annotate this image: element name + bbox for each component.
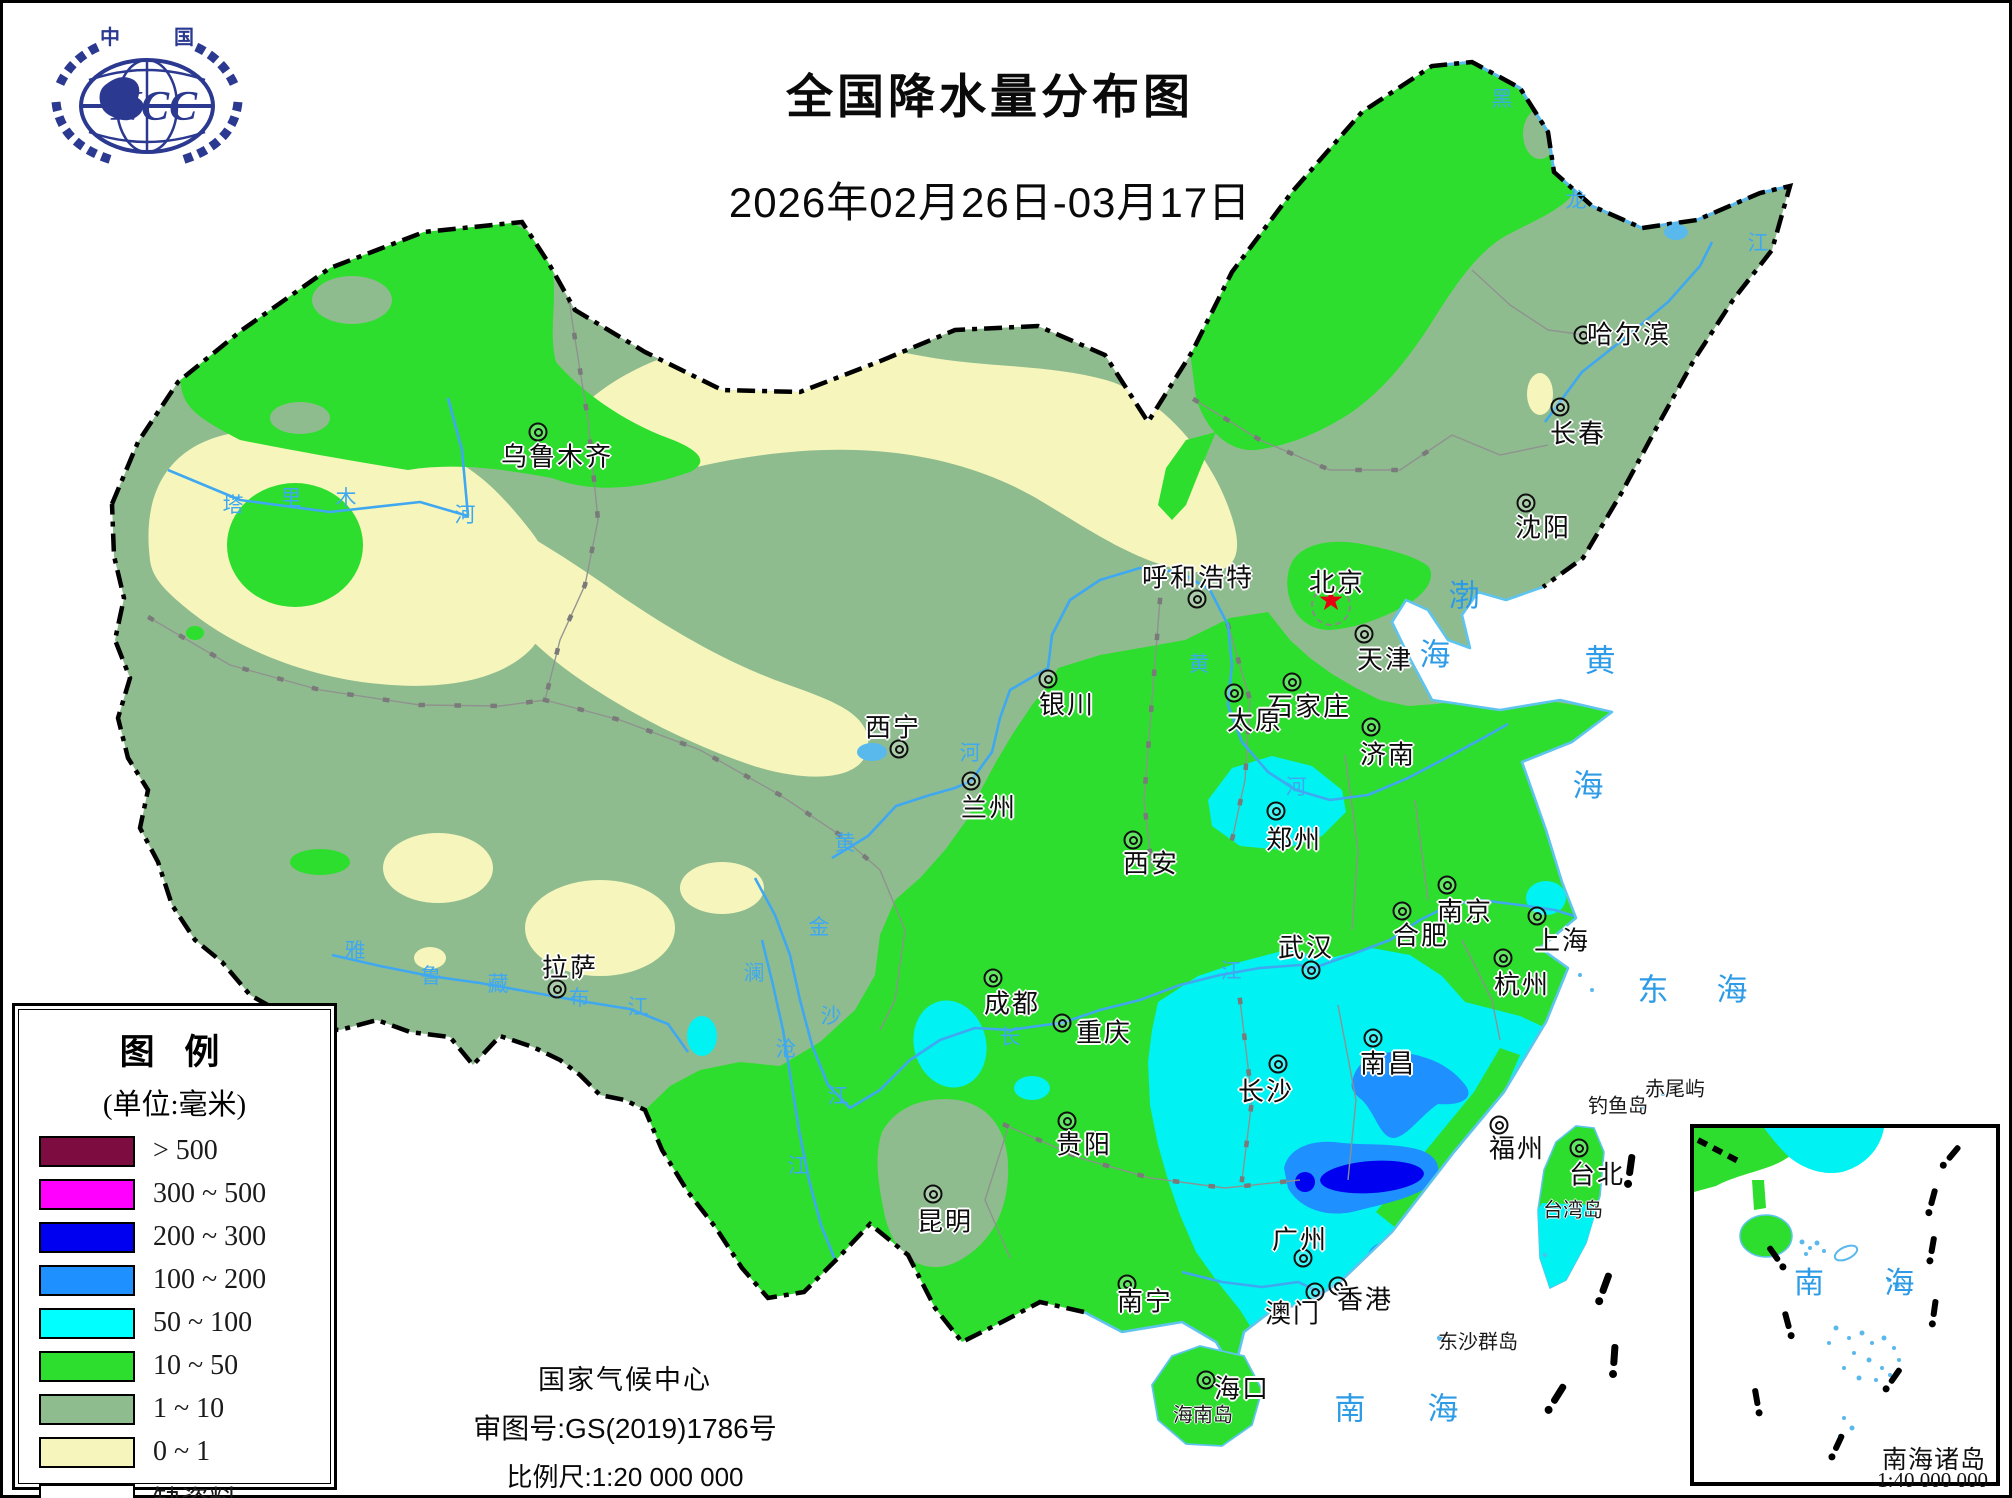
legend-swatch (39, 1135, 135, 1167)
zone-200-300-west (1295, 1172, 1315, 1192)
legend-swatch (39, 1264, 135, 1296)
inset-sea-label: 南 海 (1794, 1267, 1941, 1300)
legend-label: 300 ~ 500 (153, 1178, 267, 1209)
taiwan-island (1537, 1125, 1605, 1290)
patch-greygreen-yunnan (877, 1099, 1009, 1268)
zone-0-1-tibet-a (383, 833, 493, 903)
nine-dash-marks (1544, 1154, 1636, 1414)
islet-dots (1437, 224, 1688, 1341)
inset-islands-label: 南海诸岛 (1881, 1446, 1986, 1474)
patch-greygreen-xinjiang-a (312, 276, 392, 324)
inset-island-dots (1799, 1239, 1901, 1438)
zone-10-50-northeast (1190, 62, 1575, 451)
legend-item: 10 ~ 50 (19, 1350, 330, 1382)
logo-cn-left: 中 (100, 25, 120, 49)
inset-border-bits (1696, 1137, 1742, 1165)
inset-canvas (1694, 1128, 1961, 1461)
legend-item: > 500 (19, 1135, 330, 1167)
footer-approval: 审图号:GS(2019)1786号 (473, 1413, 777, 1444)
legend-box: 图 例 (单位:毫米) > 500 300 ~ 500 200 ~ 300 100 ~… (12, 1003, 337, 1498)
zone-100-200-nanchang (1351, 1052, 1469, 1138)
map-date-range: 2026年02月26日-03月17日 (728, 179, 1252, 226)
zone-10-50-west-ellipse (227, 483, 363, 607)
national-border (109, 59, 1794, 1345)
inset-scale: 1:40 000 000 (1877, 1468, 1988, 1492)
legend-item: 200 ~ 300 (19, 1221, 330, 1253)
legend-item: 1 ~ 10 (19, 1393, 330, 1425)
legend-item: 300 ~ 500 (19, 1178, 330, 1210)
zone-0-1-innermongolia (562, 337, 1238, 573)
legend-swatch (39, 1436, 135, 1468)
legend-swatch (39, 1221, 135, 1253)
legend-label: 50 ~ 100 (153, 1307, 253, 1338)
zone-0-1-sichuan-west (680, 862, 764, 914)
legend-label: 缺资料 (153, 1479, 237, 1498)
legend-inner: 图 例 (单位:毫米) > 500 300 ~ 500 200 ~ 300 100 ~… (18, 1009, 331, 1498)
legend-label: 200 ~ 300 (153, 1221, 267, 1252)
zone-0-1-qaidam (456, 505, 869, 777)
legend-title: 图 例 (119, 1033, 230, 1072)
legend-item: 50 ~ 100 (19, 1307, 330, 1339)
legend-label: 1 ~ 10 (153, 1393, 225, 1424)
legend-item: 缺资料 (19, 1479, 330, 1498)
zone-0-1-changchun (1527, 373, 1553, 415)
yarlung-river (331, 953, 690, 1053)
yangtze-river (753, 877, 1575, 1110)
zone-10-50-beijing (1287, 541, 1432, 630)
province-borders (149, 227, 1586, 1259)
legend-item: 100 ~ 200 (19, 1264, 330, 1296)
inset-atoll (1833, 1244, 1859, 1262)
hainan-island (1151, 1345, 1263, 1447)
inset-hainan (1739, 1214, 1793, 1258)
legend-label: 100 ~ 200 (153, 1264, 267, 1295)
legend-swatch (39, 1350, 135, 1382)
tarim-river (167, 397, 470, 518)
map-title: 全国降水量分布图 (786, 70, 1194, 123)
legend-swatch (39, 1307, 135, 1339)
zone-50-100-south (1148, 948, 1546, 1326)
zone-50-100-tibet (687, 1016, 717, 1056)
zone-10-50-dot-b (290, 849, 350, 875)
legend-item: 0 ~ 1 (19, 1436, 330, 1468)
logo-abbr: NCC (110, 84, 198, 130)
ncc-logo: 中 国 NCC (51, 25, 243, 165)
legend-label: 10 ~ 50 (153, 1350, 239, 1381)
inset-leizhou (1752, 1180, 1766, 1210)
legend-swatch (39, 1483, 135, 1498)
zone-0-1-tibet-b (525, 880, 675, 976)
patch-greygreen-xinjiang-b (270, 402, 330, 434)
logo-cn-right: 国 (174, 27, 194, 49)
songhua-river (1543, 241, 1714, 423)
qinghai-lake (857, 743, 887, 761)
legend-swatch (39, 1393, 135, 1425)
legend-swatch (39, 1178, 135, 1210)
lancang-river (760, 939, 838, 1263)
logo-globe-continent (99, 77, 144, 121)
zone-50-100-sichuan (913, 1000, 987, 1088)
zone-0-1-tibet-c (414, 947, 446, 969)
footer-org: 国家气候中心 (538, 1365, 712, 1395)
footer-block: 国家气候中心 审图号:GS(2019)1786号 比例尺:1:20 000 00… (390, 1358, 860, 1494)
coastline (1083, 585, 1614, 1374)
legend-label: > 500 (153, 1135, 218, 1166)
title-block: 全国降水量分布图 2026年02月26日-03月17日 (560, 58, 1420, 230)
legend-label: 0 ~ 1 (153, 1436, 211, 1467)
footer-scale: 比例尺:1:20 000 000 (506, 1462, 744, 1492)
legend-unit: (单位:毫米) (102, 1089, 247, 1121)
south-china-sea-inset: 南 海 南海诸岛 1:40 000 000 (1690, 1124, 2000, 1492)
zone-50-100-small (1014, 1076, 1050, 1100)
legend-items: > 500 300 ~ 500 200 ~ 300 100 ~ 200 50 ~ 100… (19, 1135, 330, 1498)
zone-10-50-dot-a (186, 626, 204, 640)
inset-coast-cyan (1764, 1128, 1884, 1174)
zone-10-50-northeast-lobe (1158, 432, 1216, 520)
zone-200-300-core (1320, 1160, 1424, 1194)
inset-nine-dash (1752, 1145, 1961, 1461)
